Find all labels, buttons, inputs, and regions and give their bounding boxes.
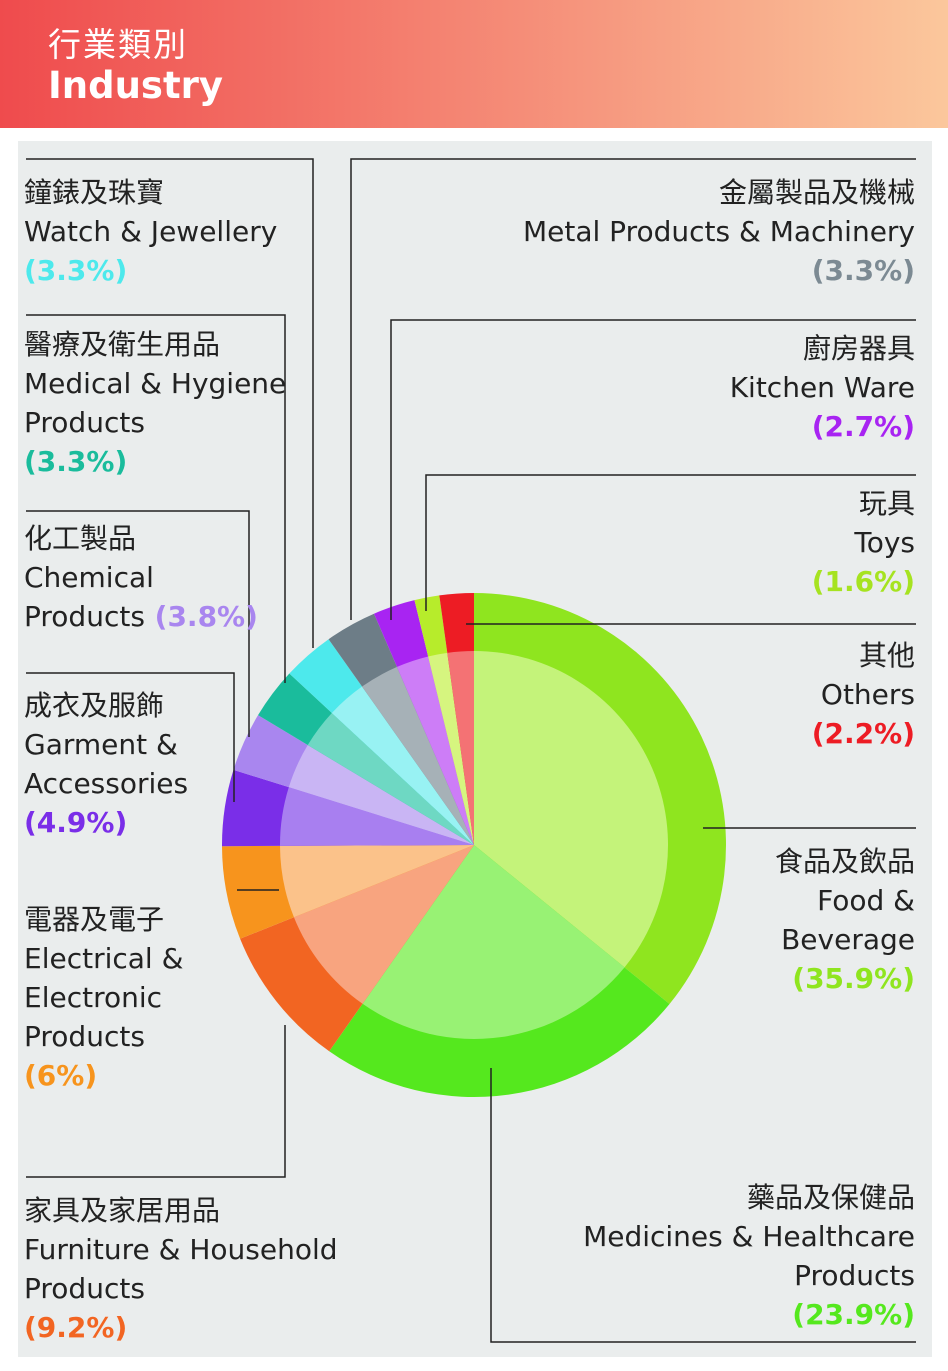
slice-label-en: Beverage (781, 923, 915, 956)
slice-label-en: Medicines & Healthcare (583, 1220, 915, 1253)
leader-line-8 (350, 158, 916, 620)
slice-label-en: Electrical & (24, 942, 184, 975)
leader-line-2 (26, 1025, 286, 1178)
slice-label-zh: 食品及飲品 (774, 845, 915, 878)
leader-line-9 (390, 319, 916, 620)
slice-label-en: Food & (817, 884, 915, 917)
slice-label-zh: 電器及電子 (24, 903, 165, 936)
pie-slice-2 (240, 845, 474, 1052)
title-chinese: 行業類別 (48, 25, 188, 64)
pie-slice-inner-11 (447, 651, 474, 845)
slice-label-en: Products (24, 1272, 145, 1305)
slice-label-1: 藥品及保健品 Medicines & Healthcare Products (23.… (583, 1178, 915, 1334)
slice-label-zh: 鐘錶及珠寶 (24, 176, 165, 209)
pie-slice-3 (222, 845, 474, 939)
slice-percent-label: (35.9%) (792, 962, 915, 995)
slice-label-en: Products (3.8%) (24, 600, 258, 633)
leader-line-5 (26, 510, 250, 737)
slice-label-zh: 玩具 (858, 487, 915, 520)
pie-slice-1 (329, 845, 670, 1098)
slice-percent-label: (6%) (24, 1059, 98, 1092)
slice-label-zh: 藥品及保健品 (746, 1181, 915, 1214)
pie-slice-5 (233, 715, 474, 845)
slice-label-4: 成衣及服飾 Garment & Accessories (4.9%) (24, 686, 188, 842)
slice-percent-label: (3.3%) (24, 445, 128, 478)
slice-label-zh: 金屬製品及機械 (718, 176, 915, 209)
slice-label-zh: 家具及家居用品 (24, 1194, 221, 1227)
leader-line-7 (26, 158, 314, 648)
slice-label-11: 其他 Others (2.2%) (812, 636, 915, 753)
pie-slice-6 (258, 673, 474, 845)
pie-slice-inner-4 (279, 787, 474, 846)
pie-slice-8 (328, 613, 474, 845)
slice-label-7: 鐘錶及珠寶 Watch & Jewellery (3.3%) (24, 173, 277, 290)
slice-label-5: 化工製品 Chemical Products (3.8%) (24, 519, 258, 636)
slice-percent-label: (2.7%) (811, 410, 915, 443)
leader-line-1 (490, 1068, 916, 1343)
leader-line-4 (26, 672, 235, 802)
slice-label-en: Kitchen Ware (729, 371, 915, 404)
header-banner: 行業類別 Industry (0, 0, 948, 128)
pie-slice-inner-7 (331, 686, 474, 845)
pie-slice-7 (289, 639, 474, 845)
slice-label-en: Metal Products & Machinery (522, 215, 915, 248)
slice-label-en: Electronic (24, 981, 163, 1014)
pie-slice-inner-0 (474, 651, 669, 968)
slice-label-en: Others (820, 678, 915, 711)
title-english: Industry (48, 64, 224, 107)
slice-label-zh: 廚房器具 (802, 332, 915, 365)
slice-label-10: 玩具 Toys (1.6%) (812, 484, 915, 601)
pie-slice-inner-9 (397, 656, 474, 845)
pie-slice-10 (414, 595, 474, 845)
slice-label-en: Accessories (24, 767, 189, 800)
slice-percent-label: (2.2%) (811, 717, 915, 750)
slice-label-en: Furniture & Household (24, 1233, 338, 1266)
slice-percent-label: (1.6%) (811, 565, 915, 598)
slice-percent-label: (9.2%) (24, 1311, 128, 1344)
slice-label-zh: 其他 (858, 639, 915, 672)
pie-slice-inner-1 (362, 845, 625, 1039)
pie-slice-inner-8 (362, 666, 474, 845)
slice-label-zh: 化工製品 (24, 522, 137, 555)
pie-slice-0 (474, 593, 726, 1004)
slice-label-6: 醫療及衛生用品 Medical & Hygiene Products (3.3%) (24, 325, 286, 481)
slice-label-en: Garment & (24, 728, 178, 761)
pie-slice-inner-10 (428, 652, 474, 845)
slice-label-zh: 醫療及衛生用品 (24, 328, 221, 361)
slice-label-8: 金屬製品及機械 Metal Products & Machinery (3.3%) (523, 173, 915, 290)
slice-percent-label: (3.3%) (811, 254, 915, 287)
slice-label-zh: 成衣及服飾 (24, 689, 165, 722)
pie-slice-9 (374, 600, 474, 845)
slice-percent-label: (23.9%) (792, 1298, 915, 1331)
slice-label-en: Medical & Hygiene (24, 367, 287, 400)
slice-label-en: Products (24, 406, 145, 439)
slice-label-en: Products (794, 1259, 915, 1292)
pie-slice-inner-5 (288, 745, 474, 845)
slice-label-en: Chemical (24, 561, 154, 594)
slice-percent-label: (4.9%) (24, 806, 128, 839)
slice-label-en: Products (24, 1020, 145, 1053)
slice-label-en: Watch & Jewellery (24, 215, 278, 248)
pie-slice-inner-3 (280, 845, 474, 918)
slice-label-9: 廚房器具 Kitchen Ware (2.7%) (730, 329, 915, 446)
slice-percent-label: (3.8%) (144, 600, 258, 633)
slice-percent-label: (3.3%) (24, 254, 128, 287)
leader-line-10 (425, 474, 916, 611)
slice-label-2: 家具及家居用品 Furniture & Household Products (9.2… (24, 1191, 338, 1347)
leader-line-6 (26, 314, 286, 683)
slice-label-3: 電器及電子 Electrical & Electronic Products (6%) (24, 900, 183, 1095)
pie-slice-4 (221, 769, 474, 847)
pie-slice-inner-2 (293, 845, 474, 1004)
pie-slice-inner-6 (307, 712, 474, 845)
slice-label-en: Toys (854, 526, 915, 559)
pie-slice-11 (439, 593, 474, 845)
slice-label-0: 食品及飲品 Food & Beverage (35.9%) (775, 842, 915, 998)
